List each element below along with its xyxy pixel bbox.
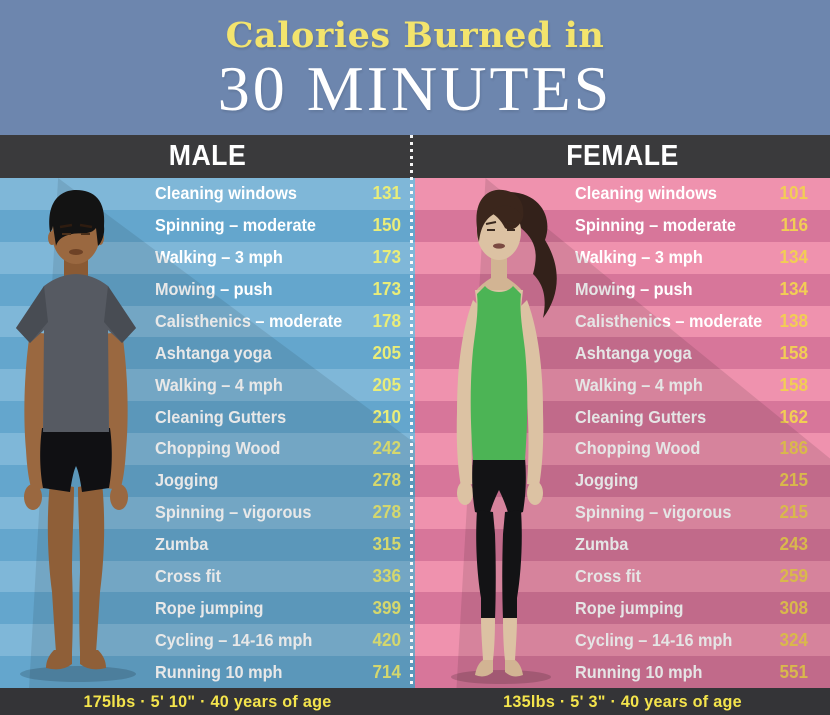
column-header-band: MALE FEMALE (0, 135, 830, 178)
stats-footer: 175lbs · 5' 10" · 40 years of age 135lbs… (0, 688, 830, 715)
activity-label: Calisthenics – moderate (575, 310, 763, 331)
calorie-value: 278 (372, 502, 401, 523)
activity-label: Cycling – 14-16 mph (575, 629, 733, 650)
male-column-header: MALE (168, 140, 247, 172)
calorie-value: 336 (372, 565, 401, 586)
activity-label: Chopping Wood (155, 438, 281, 459)
activity-label: Walking – 3 mph (155, 247, 283, 268)
female-figure-illustration (451, 189, 557, 684)
activity-label: Mowing – push (575, 279, 693, 300)
calorie-value: 178 (372, 310, 401, 331)
calorie-value: 173 (372, 279, 401, 300)
activity-label: Calisthenics – moderate (155, 310, 343, 331)
calorie-value: 205 (372, 342, 401, 363)
calorie-value: 158 (779, 342, 808, 363)
calorie-value: 173 (372, 247, 401, 268)
activity-label: Spinning – vigorous (155, 502, 312, 523)
calorie-value: 210 (372, 406, 401, 427)
activity-label: Spinning – moderate (575, 215, 736, 236)
female-activity-list: Cleaning windows 101 Spinning – moderate… (415, 178, 830, 688)
calorie-value: 315 (372, 534, 401, 555)
activity-label: Spinning – vigorous (575, 502, 732, 523)
activity-label: Cross fit (155, 565, 222, 586)
activity-lists: Cleaning windows 131 Spinning – moderate… (0, 178, 830, 688)
calorie-value: 205 (372, 374, 401, 395)
activity-label: Rope jumping (575, 597, 684, 618)
activity-label: Chopping Wood (575, 438, 701, 459)
calorie-value: 131 (372, 183, 401, 204)
activity-label: Mowing – push (155, 279, 273, 300)
calorie-value: 134 (779, 247, 808, 268)
male-figure-illustration (16, 190, 136, 682)
title-block: Calories Burned in 30 MINUTES (0, 0, 830, 135)
activity-label: Cleaning windows (155, 183, 297, 204)
activity-label: Ashtanga yoga (155, 342, 272, 363)
activity-label: Walking – 4 mph (155, 374, 283, 395)
calorie-value: 116 (780, 215, 808, 236)
calorie-value: 215 (779, 502, 808, 523)
activity-label: Zumba (575, 534, 629, 555)
calorie-value: 243 (779, 534, 808, 555)
calorie-value: 324 (779, 629, 808, 650)
title-line2: 30 MINUTES (217, 53, 613, 124)
activity-label: Jogging (575, 470, 639, 491)
calorie-value: 138 (779, 310, 808, 331)
calorie-value: 399 (372, 597, 401, 618)
activity-label: Zumba (155, 534, 209, 555)
calorie-value: 242 (372, 438, 401, 459)
female-panel: Cleaning windows 101 Spinning – moderate… (415, 178, 830, 688)
activity-label: Running 10 mph (155, 661, 283, 682)
activity-label: Cycling – 14-16 mph (155, 629, 313, 650)
table-row: Walking – 3 mph 134 (415, 241, 830, 274)
activity-label: Rope jumping (155, 597, 264, 618)
calorie-value: 420 (372, 629, 401, 650)
calorie-value: 551 (779, 661, 808, 682)
activity-label: Running 10 mph (575, 661, 703, 682)
calorie-value: 308 (779, 597, 808, 618)
title-line1: Calories Burned in (225, 15, 605, 56)
female-column-header: FEMALE (566, 140, 679, 172)
calorie-value: 150 (372, 215, 401, 236)
calorie-value: 162 (779, 406, 808, 427)
calorie-value: 101 (779, 183, 808, 204)
activity-label: Ashtanga yoga (575, 342, 692, 363)
calorie-value: 215 (779, 470, 808, 491)
female-stats: 135lbs · 5' 3" · 40 years of age (503, 691, 742, 711)
activity-label: Walking – 4 mph (575, 374, 703, 395)
activity-label: Spinning – moderate (155, 215, 316, 236)
calorie-value: 714 (372, 661, 401, 682)
activity-label: Cleaning Gutters (155, 406, 287, 427)
calorie-value: 278 (372, 470, 401, 491)
activity-label: Walking – 3 mph (575, 247, 703, 268)
activity-label: Cleaning Gutters (575, 406, 707, 427)
calorie-value: 259 (779, 565, 808, 586)
calorie-value: 158 (779, 374, 808, 395)
calorie-value: 186 (779, 438, 808, 459)
activity-label: Cross fit (575, 565, 642, 586)
activity-label: Jogging (155, 470, 219, 491)
male-stats: 175lbs · 5' 10" · 40 years of age (83, 691, 332, 711)
male-panel: Cleaning windows 131 Spinning – moderate… (0, 178, 415, 688)
calorie-value: 134 (779, 279, 808, 300)
activity-label: Cleaning windows (575, 183, 717, 204)
dotted-divider (410, 135, 413, 688)
